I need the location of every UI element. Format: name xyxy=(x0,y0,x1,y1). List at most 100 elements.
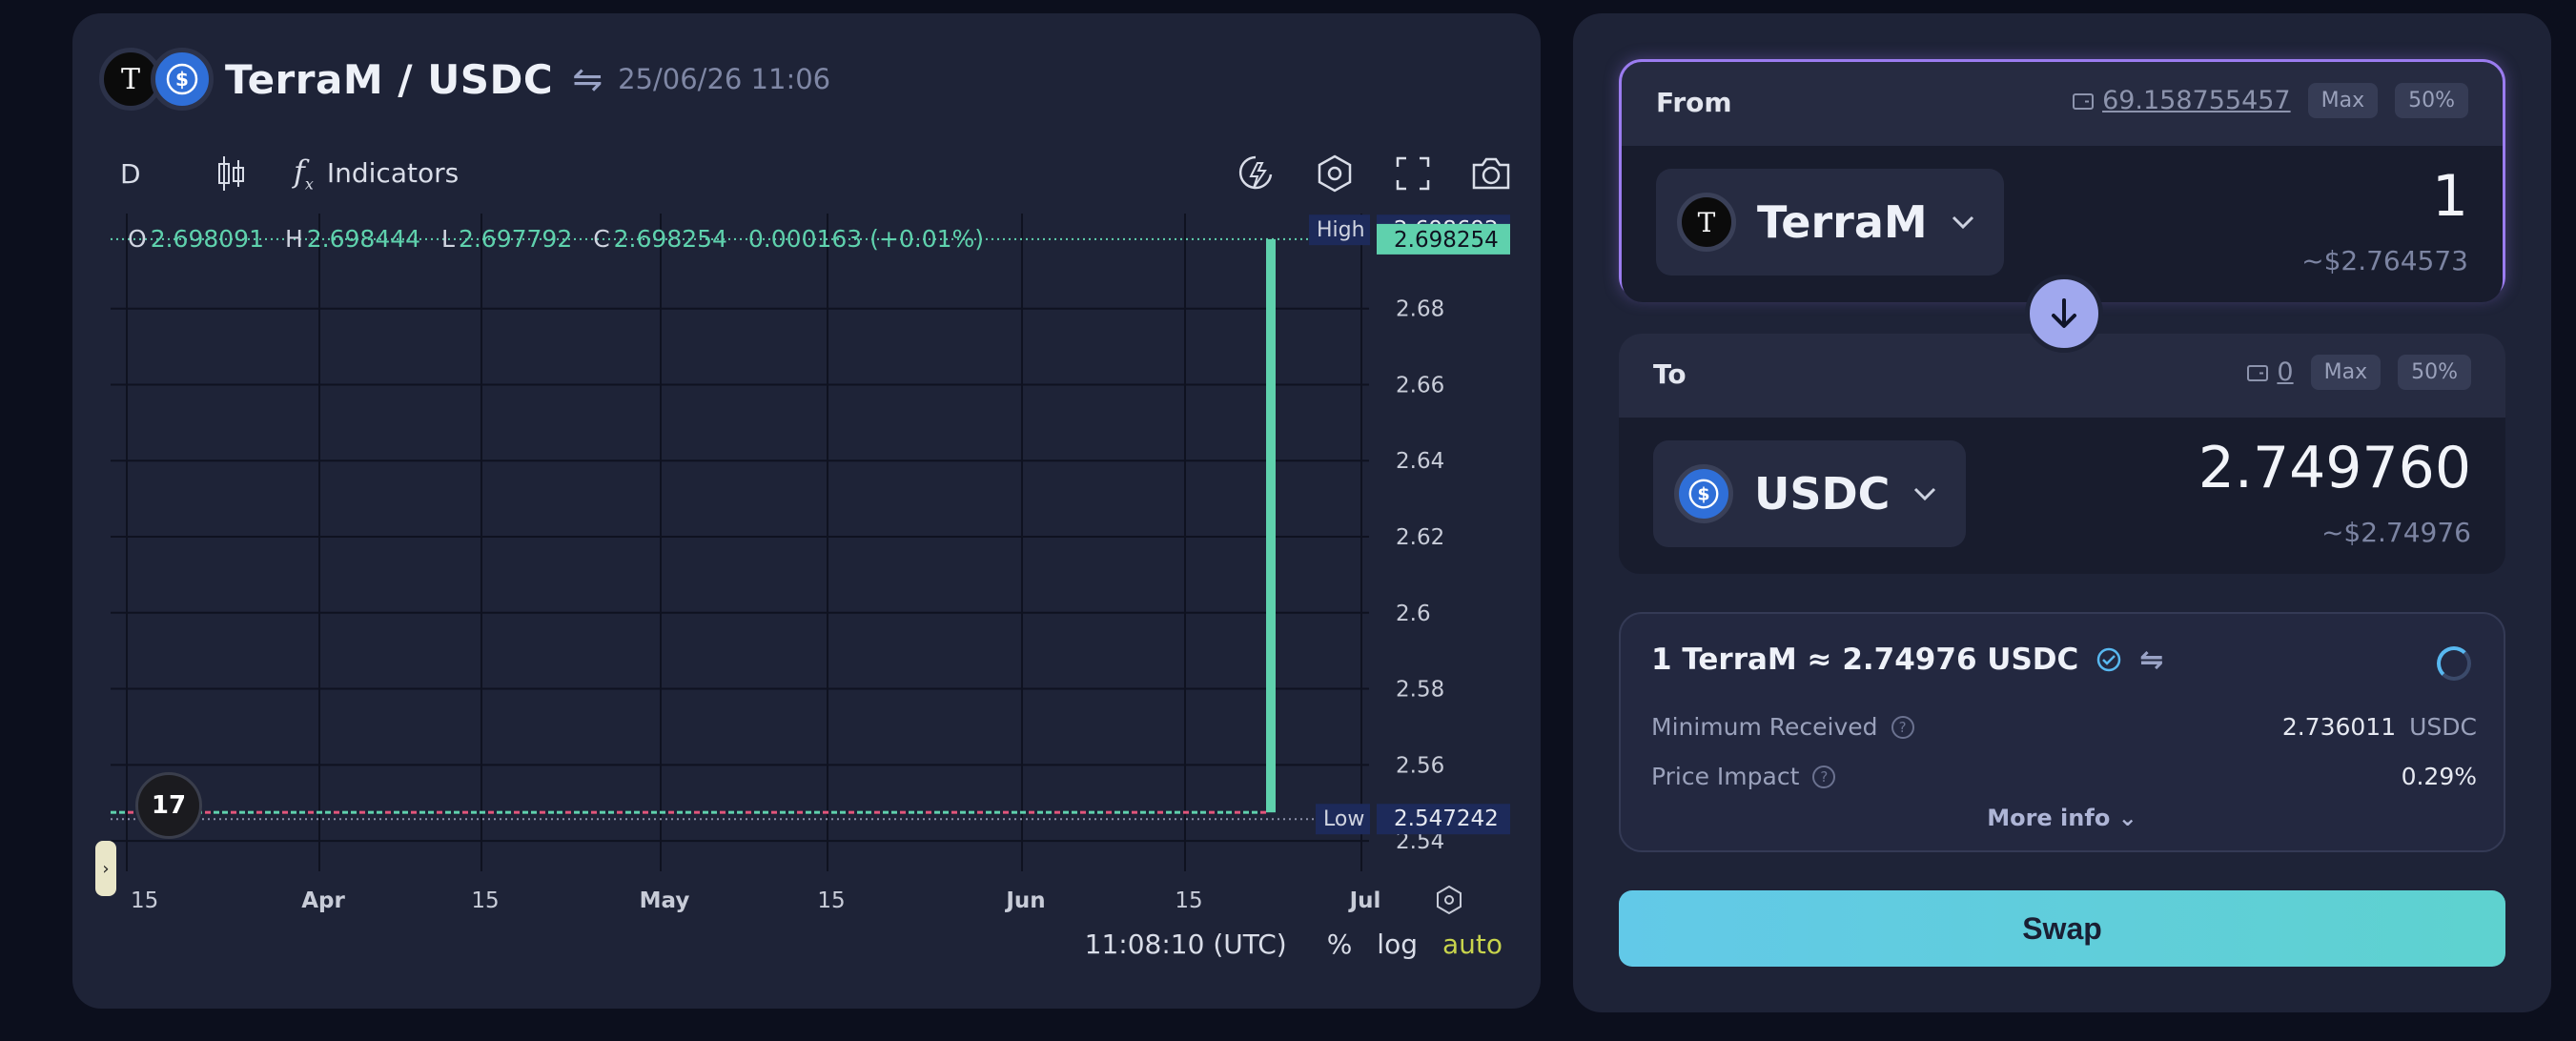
x-tick-label: 15 xyxy=(471,888,499,913)
x-tick-label: Apr xyxy=(301,888,345,913)
price-impact-label: Price Impact xyxy=(1651,763,1800,790)
from-max-button[interactable]: Max xyxy=(2307,83,2379,118)
utc-clock[interactable]: 11:08:10 (UTC) xyxy=(1084,929,1287,960)
axis-settings-icon xyxy=(1437,885,1462,915)
arrow-down-icon xyxy=(2052,298,2076,328)
from-balance[interactable]: 69.158755457 xyxy=(2072,86,2291,115)
to-balance-row: 0 Max 50% xyxy=(2246,355,2471,390)
spike-candle xyxy=(1266,238,1276,813)
from-balance-row: 69.158755457 Max 50% xyxy=(2072,83,2468,118)
wallet-icon xyxy=(2247,364,2269,381)
ohlc-high: 2.698444 xyxy=(306,225,421,253)
usdc-token-icon: $ xyxy=(1674,464,1733,523)
from-card: From 69.158755457 Max 50% T TerraM 1 ~$2… xyxy=(1619,59,2505,302)
help-icon[interactable]: ? xyxy=(1891,715,1914,739)
wallet-icon xyxy=(2073,92,2095,110)
ohlc-readout: O 2.698091 H 2.698444 L 2.697792 C 2.698254 … xyxy=(128,225,985,253)
ohlc-open: 2.698091 xyxy=(150,225,264,253)
from-amount-input[interactable]: 1 xyxy=(2431,163,2468,230)
x-tick-label: 15 xyxy=(817,888,845,913)
settings-icon[interactable] xyxy=(1312,151,1358,196)
x-tick-label: Jul xyxy=(1348,888,1381,913)
y-tick-label: 2.62 xyxy=(1396,525,1444,550)
exchange-rate: 1 TerraM ≈ 2.74976 USDC xyxy=(1651,643,2079,677)
refresh-spinner-icon xyxy=(2437,646,2471,681)
to-amount-output[interactable]: 2.749760 xyxy=(2198,435,2471,501)
interval-button[interactable]: D xyxy=(120,157,141,190)
rate-card: 1 TerraM ≈ 2.74976 USDC ⇋ Minimum Receiv… xyxy=(1619,612,2505,852)
y-tick-label: 2.68 xyxy=(1396,297,1444,322)
more-info-toggle[interactable]: More info ⌄ xyxy=(1987,805,2137,831)
camera-icon[interactable] xyxy=(1468,151,1514,196)
min-received-label: Minimum Received xyxy=(1651,713,1878,741)
svg-text:$: $ xyxy=(175,68,189,91)
from-label: From xyxy=(1656,87,1732,118)
tradingview-logo[interactable]: 17 xyxy=(135,772,202,839)
swap-panel: From 69.158755457 Max 50% T TerraM 1 ~$2… xyxy=(1573,13,2551,1012)
min-received-unit: USDC xyxy=(2409,713,2477,741)
candles-icon[interactable] xyxy=(208,151,254,196)
switch-direction-button[interactable] xyxy=(2025,275,2103,353)
low-label: Low xyxy=(1323,807,1364,831)
pair-timestamp: 25/06/26 11:06 xyxy=(618,63,831,95)
terram-token-icon: T xyxy=(1677,193,1736,252)
to-half-button[interactable]: 50% xyxy=(2398,355,2471,390)
usdc-logo-icon: $ xyxy=(151,48,214,111)
drawing-panel-toggle[interactable]: › xyxy=(95,841,116,896)
verified-icon xyxy=(2097,647,2121,672)
pair-title: TerraM / USDC xyxy=(225,55,554,103)
chart-panel: T $ TerraM / USDC ⇋ 25/06/26 11:06 D fx … xyxy=(72,13,1541,1009)
to-balance[interactable]: 0 xyxy=(2246,357,2294,387)
y-tick-label: 2.66 xyxy=(1396,373,1444,398)
from-token-name: TerraM xyxy=(1757,196,1928,248)
help-icon[interactable]: ? xyxy=(1812,765,1836,788)
high-label-bg xyxy=(1309,214,1370,246)
pair-logos: T $ xyxy=(99,46,214,112)
invert-pair-icon[interactable]: ⇋ xyxy=(572,58,603,100)
y-tick-label: 2.58 xyxy=(1396,678,1444,703)
last-value-bg xyxy=(1377,223,1510,255)
to-max-button[interactable]: Max xyxy=(2310,355,2382,390)
low-label-bg xyxy=(1316,804,1370,835)
fx-icon: fx xyxy=(294,153,314,194)
to-usd-value: ~$2.74976 xyxy=(2320,517,2471,548)
ohlc-low: 2.697792 xyxy=(458,225,573,253)
chart-footer: 11:08:10 (UTC) % log auto xyxy=(1085,929,1503,960)
low-value-bg xyxy=(1377,804,1510,835)
log-scale-toggle[interactable]: log xyxy=(1377,929,1418,960)
price-impact-value: 0.29% xyxy=(2401,763,2477,790)
to-card: To 0 Max 50% $ USDC 2.749760 ~$2.74976 xyxy=(1619,334,2505,574)
rate-line: 1 TerraM ≈ 2.74976 USDC ⇋ xyxy=(1651,643,2163,677)
to-label: To xyxy=(1653,358,1687,390)
from-half-button[interactable]: 50% xyxy=(2395,83,2468,118)
price-impact-row: Price Impact ? 0.29% xyxy=(1651,763,2477,790)
auto-scale-toggle[interactable]: auto xyxy=(1441,929,1503,960)
chevron-down-icon xyxy=(1914,487,1936,501)
percent-scale-toggle[interactable]: % xyxy=(1326,929,1353,960)
indicators-button[interactable]: fx Indicators xyxy=(294,153,459,193)
x-tick-label: May xyxy=(640,888,690,913)
alert-icon[interactable] xyxy=(1234,151,1279,196)
invert-rate-icon[interactable]: ⇋ xyxy=(2139,643,2164,677)
swap-button[interactable]: Swap xyxy=(1619,890,2505,967)
to-token-name: USDC xyxy=(1754,468,1891,520)
chevron-down-icon xyxy=(1952,215,1973,230)
high-label: High xyxy=(1317,218,1365,242)
from-token-select[interactable]: T TerraM xyxy=(1656,169,2004,276)
axis-settings-icon-center xyxy=(1444,895,1454,905)
min-received-row: Minimum Received ? 2.736011 USDC xyxy=(1651,713,2477,741)
x-tick-label: 15 xyxy=(1175,888,1202,913)
y-tick-label: 2.64 xyxy=(1396,449,1444,474)
min-received-value: 2.736011 xyxy=(2281,713,2397,741)
ohlc-change: 0.000163 (+0.01%) xyxy=(747,225,985,253)
ohlc-close: 2.698254 xyxy=(613,225,727,253)
price-chart[interactable]: 15 Apr 15 May 15 Jun 15 Jul 2.68 2.66 2.64 2.62 2.6 2… xyxy=(72,214,1541,938)
x-tick-label: Jun xyxy=(1004,888,1045,913)
from-usd-value: ~$2.764573 xyxy=(2301,245,2468,276)
low-value: 2.547242 xyxy=(1394,806,1499,831)
pair-header: T $ TerraM / USDC ⇋ 25/06/26 11:06 xyxy=(99,38,830,120)
fullscreen-icon[interactable] xyxy=(1390,151,1436,196)
y-tick-label: 2.56 xyxy=(1396,753,1444,778)
to-token-select[interactable]: $ USDC xyxy=(1653,440,1967,547)
indicators-label: Indicators xyxy=(326,157,460,190)
